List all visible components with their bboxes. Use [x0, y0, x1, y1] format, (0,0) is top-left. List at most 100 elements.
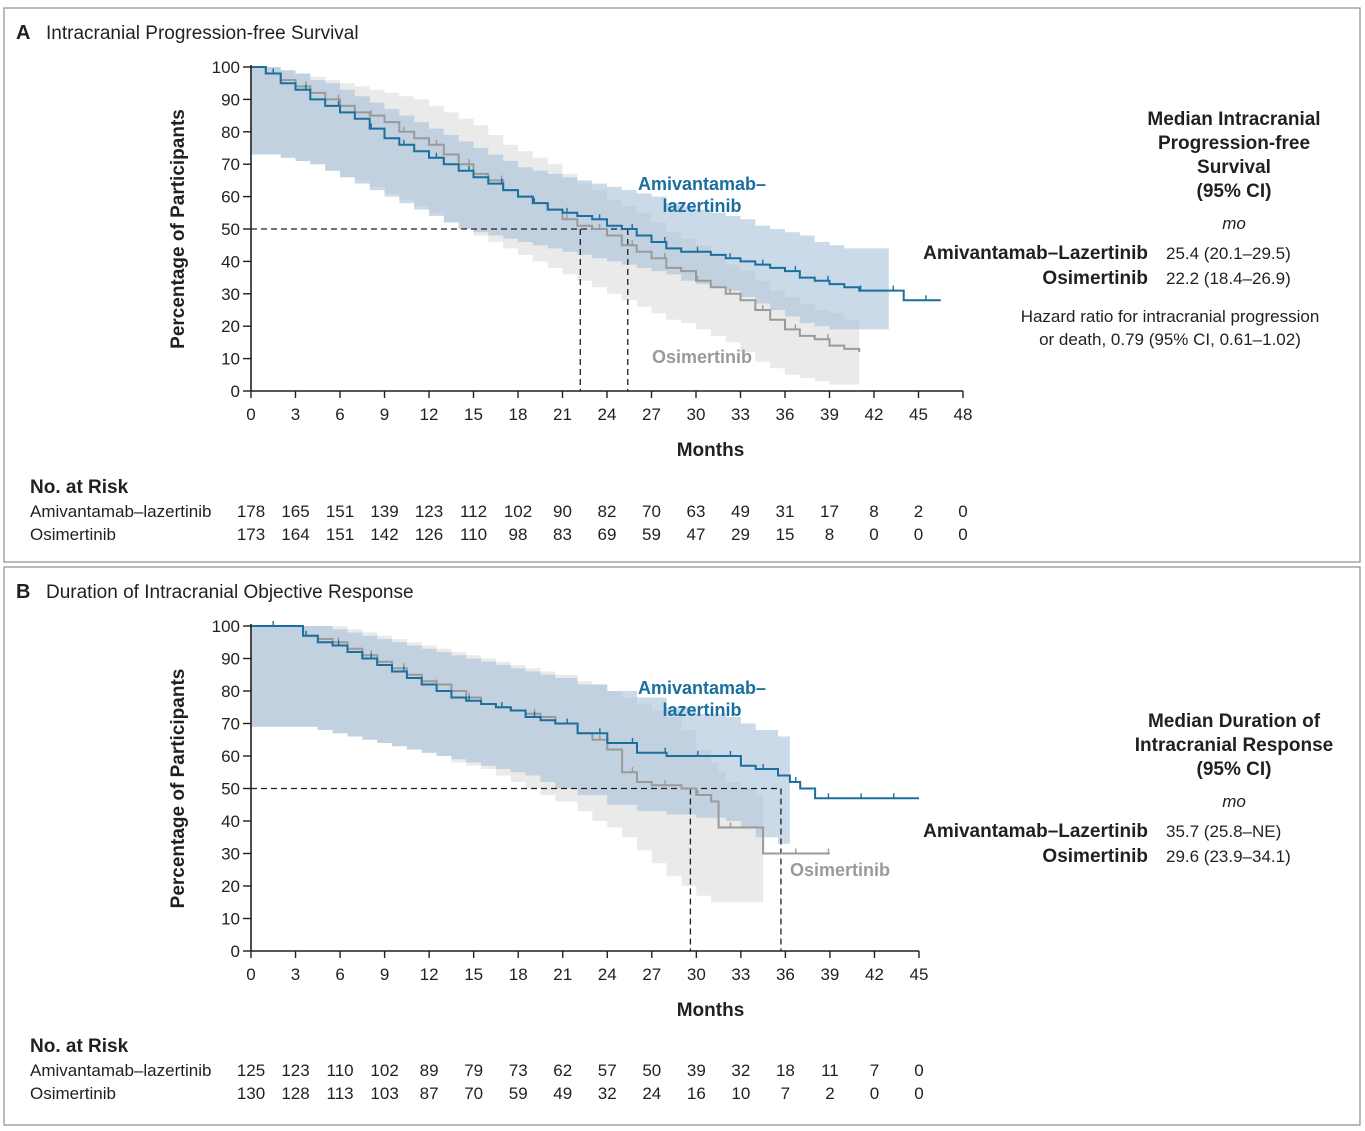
x-tick-label: 3	[291, 405, 300, 424]
y-tick-label: 0	[231, 382, 240, 401]
risk-count: 10	[731, 1084, 750, 1103]
risk-count: 164	[281, 525, 309, 544]
risk-count: 126	[415, 525, 443, 544]
y-tick-label: 90	[221, 650, 240, 669]
summary-note-line: or death, 0.79 (95% CI, 0.61–1.02)	[1039, 330, 1301, 349]
risk-count: 62	[553, 1061, 572, 1080]
summary-row-value: 22.2 (18.4–26.9)	[1166, 269, 1291, 288]
risk-count: 125	[237, 1061, 265, 1080]
x-tick-label: 6	[335, 405, 344, 424]
x-tick-label: 21	[553, 405, 572, 424]
series-label-amivantamab: lazertinib	[662, 700, 741, 720]
risk-table-title: No. at Risk	[30, 477, 129, 498]
summary-unit: mo	[1222, 214, 1246, 233]
y-tick-label: 50	[221, 220, 240, 239]
summary-heading-line: Progression-free	[1158, 133, 1310, 154]
risk-count: 0	[914, 1084, 923, 1103]
risk-count: 31	[776, 502, 795, 521]
risk-count: 103	[370, 1084, 398, 1103]
risk-count: 32	[731, 1061, 750, 1080]
panel-letter: B	[16, 581, 30, 603]
risk-count: 79	[464, 1061, 483, 1080]
risk-count: 18	[776, 1061, 795, 1080]
x-tick-label: 36	[776, 405, 795, 424]
risk-count: 123	[281, 1061, 309, 1080]
risk-count: 0	[914, 1061, 923, 1080]
risk-count: 73	[509, 1061, 528, 1080]
risk-count: 165	[281, 502, 309, 521]
x-axis-label: Months	[677, 440, 745, 461]
risk-row-label: Amivantamab–lazertinib	[30, 1061, 211, 1080]
risk-count: 102	[370, 1061, 398, 1080]
panel-b: B Duration of Intracranial Objective Resp…	[3, 566, 1361, 1126]
risk-count: 128	[281, 1084, 309, 1103]
series-label-amivantamab: Amivantamab–	[638, 174, 766, 194]
risk-count: 0	[958, 525, 967, 544]
y-tick-label: 10	[221, 910, 240, 929]
risk-count: 69	[598, 525, 617, 544]
panel-title: Duration of Intracranial Objective Respo…	[46, 582, 414, 603]
risk-count: 90	[553, 502, 572, 521]
risk-count: 110	[460, 525, 487, 544]
x-tick-label: 33	[731, 965, 750, 984]
risk-count: 29	[731, 525, 750, 544]
summary-row-name: Amivantamab–Lazertinib	[923, 243, 1148, 264]
risk-count: 113	[327, 1084, 354, 1103]
x-tick-label: 45	[909, 405, 928, 424]
panel-a: A Intracranial Progression-free Survival 0…	[3, 7, 1361, 563]
x-tick-label: 0	[246, 965, 255, 984]
y-tick-label: 20	[221, 877, 240, 896]
risk-count: 112	[460, 502, 487, 521]
risk-count: 87	[420, 1084, 439, 1103]
risk-count: 32	[598, 1084, 617, 1103]
risk-count: 110	[327, 1061, 354, 1080]
series-label-amivantamab: Amivantamab–	[638, 678, 766, 698]
y-tick-label: 40	[221, 252, 240, 271]
y-tick-label: 90	[221, 90, 240, 109]
summary-note-line: Hazard ratio for intracranial progressio…	[1021, 307, 1320, 326]
x-tick-label: 33	[731, 405, 750, 424]
y-tick-label: 70	[221, 155, 240, 174]
x-tick-label: 15	[464, 965, 483, 984]
x-tick-label: 12	[420, 405, 439, 424]
x-tick-label: 45	[910, 965, 929, 984]
risk-count: 2	[825, 1084, 834, 1103]
x-tick-label: 18	[509, 405, 528, 424]
risk-count: 139	[370, 502, 398, 521]
summary-row-name: Osimertinib	[1042, 268, 1148, 289]
x-tick-label: 42	[865, 405, 884, 424]
risk-count: 7	[870, 1061, 879, 1080]
y-tick-label: 30	[221, 845, 240, 864]
x-tick-label: 18	[509, 965, 528, 984]
risk-count: 49	[731, 502, 750, 521]
risk-count: 8	[825, 525, 834, 544]
summary-heading-line: Survival	[1197, 157, 1271, 178]
x-tick-label: 6	[335, 965, 344, 984]
y-tick-label: 0	[231, 942, 240, 961]
summary-row-value: 25.4 (20.1–29.5)	[1166, 244, 1291, 263]
summary-row-value: 35.7 (25.8–NE)	[1166, 822, 1281, 841]
risk-count: 24	[642, 1084, 661, 1103]
y-tick-label: 10	[221, 350, 240, 369]
x-tick-label: 3	[291, 965, 300, 984]
y-tick-label: 40	[221, 812, 240, 831]
x-tick-label: 39	[820, 965, 839, 984]
series-label-osimertinib: Osimertinib	[652, 347, 752, 367]
risk-count: 63	[687, 502, 706, 521]
x-tick-label: 9	[380, 965, 389, 984]
risk-row-label: Amivantamab–lazertinib	[30, 502, 211, 521]
risk-count: 50	[642, 1061, 661, 1080]
y-tick-label: 60	[221, 747, 240, 766]
risk-count: 173	[237, 525, 265, 544]
risk-count: 59	[509, 1084, 528, 1103]
risk-count: 82	[598, 502, 617, 521]
y-axis-label: Percentage of Participants	[168, 669, 189, 909]
ci-band-amivantamab	[251, 626, 790, 844]
km-curve-amivantamab	[251, 625, 919, 800]
y-tick-label: 20	[221, 317, 240, 336]
risk-table-title: No. at Risk	[30, 1036, 129, 1057]
x-tick-label: 30	[687, 965, 706, 984]
y-tick-label: 60	[221, 188, 240, 207]
